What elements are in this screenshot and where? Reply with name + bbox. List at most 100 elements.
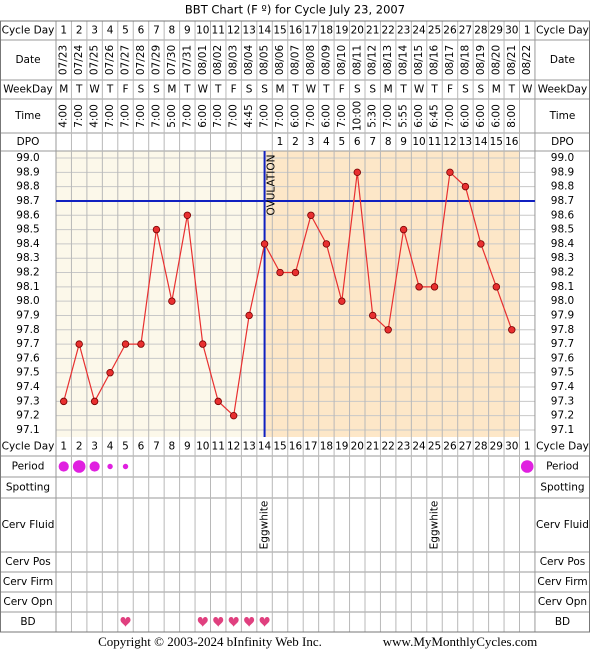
bd-heart xyxy=(228,617,239,627)
temperature-point xyxy=(477,240,485,248)
date: 07/23 xyxy=(58,45,70,75)
weekday: S xyxy=(354,84,361,96)
date: 08/07 xyxy=(289,45,301,75)
y-tick-label: 98.4 xyxy=(551,238,575,250)
y-tick-label: 98.3 xyxy=(551,252,574,264)
time: 7:00 xyxy=(274,104,286,128)
y-tick-label: 97.5 xyxy=(551,367,574,379)
date: 08/15 xyxy=(413,45,425,75)
temperature-point xyxy=(260,240,269,248)
y-tick-label: 97.4 xyxy=(551,381,575,393)
ovulation-label: OVULATION xyxy=(266,154,278,215)
y-tick-label: 98.4 xyxy=(16,238,40,250)
dpo: 6 xyxy=(354,136,361,148)
time: 6:00 xyxy=(413,104,425,128)
cycle-day: 23 xyxy=(397,25,410,37)
row-label: Date xyxy=(550,54,575,66)
y-tick-label: 98.0 xyxy=(551,295,574,307)
row-label: Cerv Opn xyxy=(3,596,52,608)
y-tick-label: 98.1 xyxy=(16,281,39,293)
cycle-day: 3 xyxy=(91,441,98,453)
date: 08/19 xyxy=(475,45,487,75)
bd-heart xyxy=(120,617,131,627)
period-dot xyxy=(58,461,69,472)
period-dot xyxy=(520,460,534,473)
cycle-day: 14 xyxy=(258,441,272,453)
y-tick-label: 98.6 xyxy=(16,209,40,221)
y-tick-label: 97.6 xyxy=(16,352,40,364)
row-label: BD xyxy=(555,616,570,628)
date: 07/27 xyxy=(120,45,132,75)
y-tick-label: 98.2 xyxy=(16,267,39,279)
period-dot xyxy=(122,463,129,470)
cycle-day: 11 xyxy=(212,441,225,453)
y-tick-label: 98.9 xyxy=(16,166,39,178)
weekday: F xyxy=(339,84,345,96)
cycle-day: 16 xyxy=(289,25,303,37)
cycle-day: 5 xyxy=(122,25,129,37)
row-label: Cycle Day xyxy=(2,441,55,453)
cycle-day: 29 xyxy=(490,25,503,37)
time: 8:00 xyxy=(506,104,518,128)
cycle-day: 1 xyxy=(524,441,531,453)
y-tick-label: 99.0 xyxy=(16,152,39,164)
dpo: 3 xyxy=(308,136,315,148)
row-label: Spotting xyxy=(540,482,584,494)
cycle-day: 15 xyxy=(273,25,286,37)
cycle-day: 7 xyxy=(153,441,160,453)
cycle-day: 28 xyxy=(474,25,487,37)
cycle-day: 20 xyxy=(351,441,364,453)
y-tick-label: 97.1 xyxy=(551,424,574,436)
cycle-day: 7 xyxy=(153,25,160,37)
cycle-day: 1 xyxy=(524,25,531,37)
time: 6:45 xyxy=(429,104,441,128)
row-label: Period xyxy=(12,461,45,473)
y-tick-label: 98.5 xyxy=(16,224,39,236)
time: 6:00 xyxy=(197,104,209,128)
cycle-day: 24 xyxy=(412,25,426,37)
cycle-day: 3 xyxy=(91,25,98,37)
row-label: Cycle Day xyxy=(2,25,55,37)
y-tick-label: 98.6 xyxy=(551,209,575,221)
y-tick-label: 97.9 xyxy=(551,309,574,321)
y-tick-label: 97.3 xyxy=(551,395,574,407)
date: 08/05 xyxy=(259,45,271,75)
date: 08/16 xyxy=(429,45,441,76)
cycle-day: 12 xyxy=(227,25,240,37)
weekday: S xyxy=(153,84,160,96)
y-tick-label: 98.0 xyxy=(16,295,39,307)
bd-heart xyxy=(213,617,224,627)
cervical-fluid: Eggwhite xyxy=(429,501,441,550)
date: 08/12 xyxy=(367,45,379,75)
row-label: Date xyxy=(15,54,40,66)
y-tick-label: 97.3 xyxy=(16,395,39,407)
cycle-day: 10 xyxy=(196,441,209,453)
cycle-day: 18 xyxy=(320,25,333,37)
weekday: W xyxy=(89,84,100,96)
weekday: S xyxy=(462,84,469,96)
time: 7:00 xyxy=(336,104,348,128)
temperature-point xyxy=(60,397,68,406)
time: 4:45 xyxy=(243,104,255,128)
date: 07/30 xyxy=(166,45,178,75)
y-tick-label: 98.9 xyxy=(551,166,574,178)
y-tick-label: 98.7 xyxy=(551,195,574,207)
time: 7:00 xyxy=(135,104,147,128)
cycle-day: 28 xyxy=(474,441,487,453)
bd-heart xyxy=(259,617,270,627)
cycle-day: 1 xyxy=(60,25,67,37)
time: 6:00 xyxy=(459,104,471,128)
date: 08/21 xyxy=(506,45,518,75)
dpo: 4 xyxy=(323,136,330,148)
date: 08/09 xyxy=(320,45,332,75)
temperature-point xyxy=(307,211,315,219)
time: 6:00 xyxy=(289,104,301,128)
weekday: M xyxy=(59,84,68,96)
cycle-day: 9 xyxy=(184,25,191,37)
cycle-day: 21 xyxy=(366,441,379,453)
weekday: T xyxy=(106,84,114,96)
date: 08/20 xyxy=(490,45,502,75)
time: 7:00 xyxy=(104,104,116,128)
cycle-day: 8 xyxy=(169,25,176,37)
